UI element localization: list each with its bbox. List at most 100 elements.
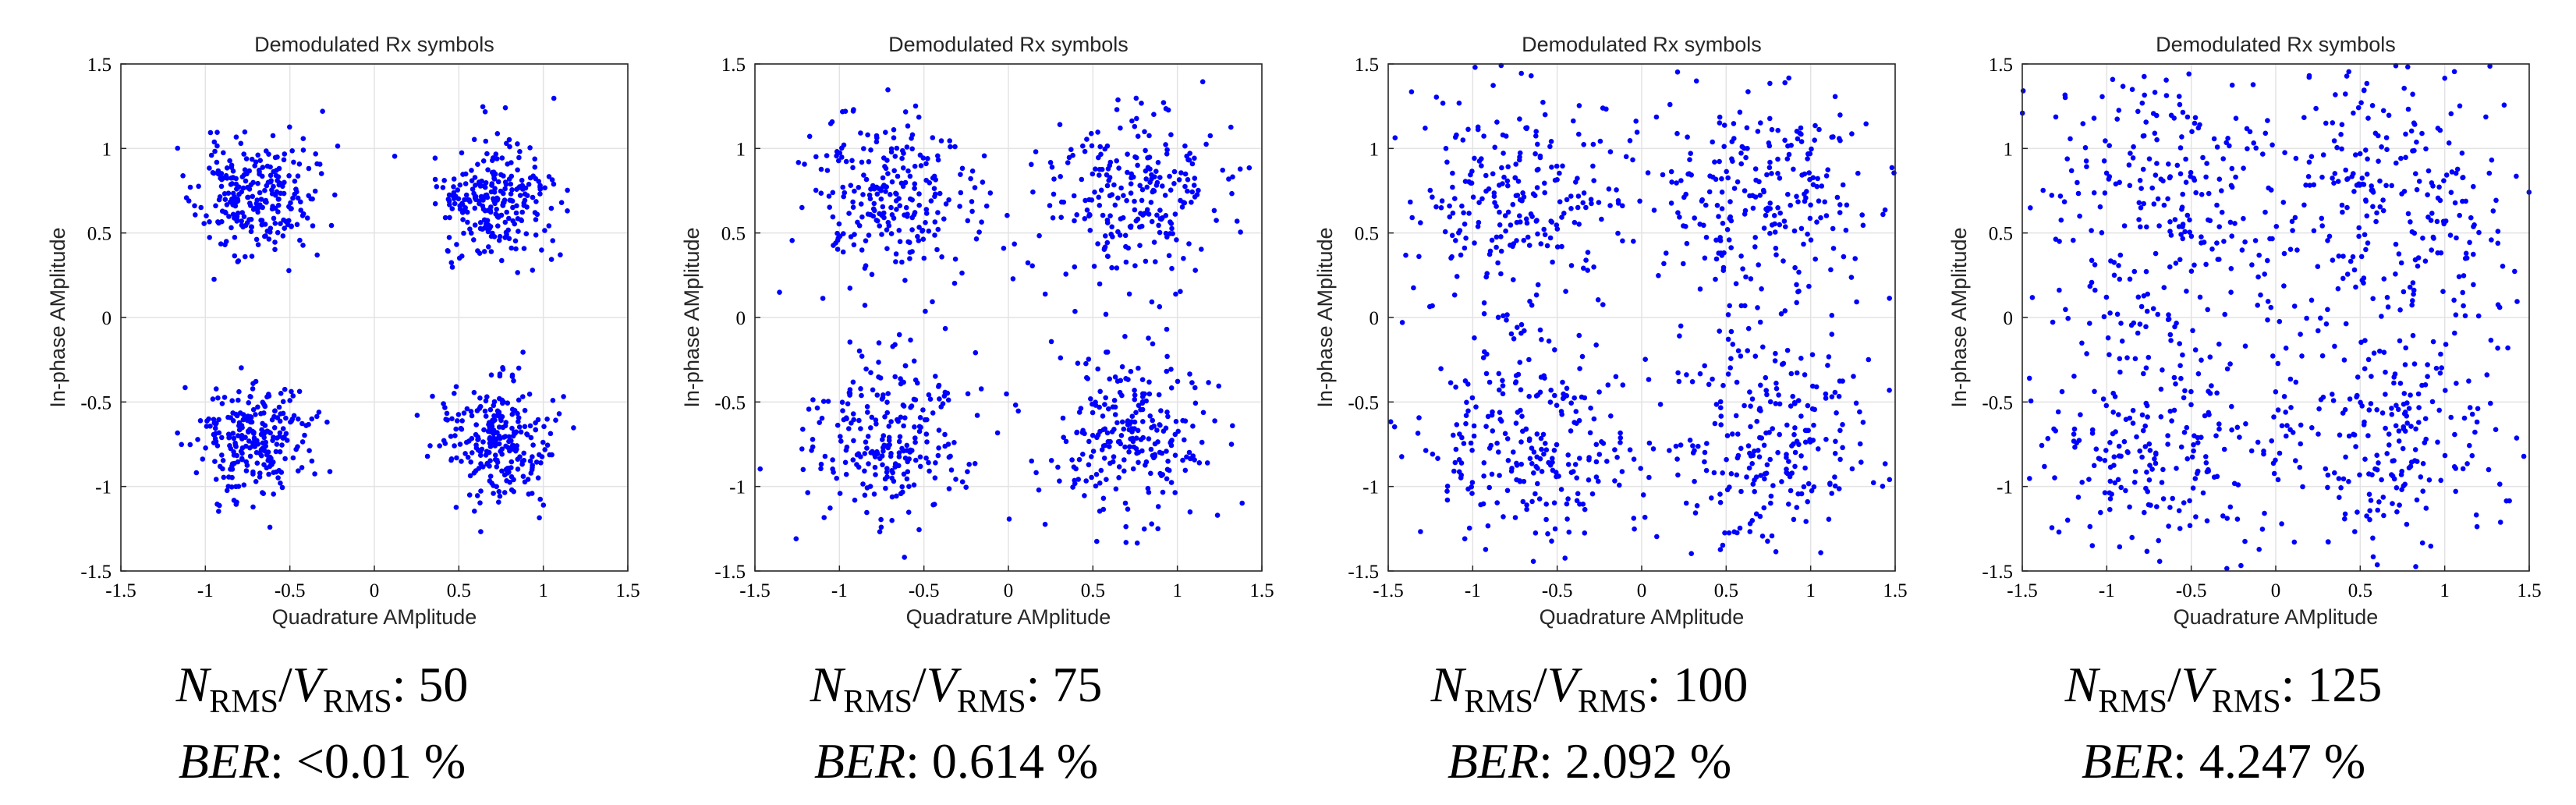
data-point [1531,470,1536,476]
data-point [308,196,314,202]
data-point [1051,191,1057,197]
data-point [1116,475,1121,481]
data-point [2192,476,2199,481]
data-point [515,456,521,462]
data-point [442,215,448,221]
data-point [878,196,884,202]
data-point [1549,219,1555,225]
data-point [1030,189,1036,195]
data-point [271,491,277,497]
data-point [519,177,525,183]
data-point [2402,428,2408,434]
data-point [957,204,962,209]
data-point [2374,562,2380,568]
data-point [1529,461,1535,466]
data-point [476,466,482,471]
data-point [2422,416,2429,421]
data-point [292,191,298,197]
data-point [1581,142,1586,147]
data-point [2434,218,2440,225]
data-point [1237,166,1243,172]
data-point [1810,182,1816,187]
data-point [2193,514,2199,520]
data-point [1192,176,1198,181]
data-point [1837,112,1843,118]
data-point [2145,291,2150,297]
data-point [827,505,833,511]
data-point [491,402,497,409]
data-point [2141,200,2146,207]
data-point [275,174,282,179]
data-point [232,203,239,209]
data-point [2438,351,2443,357]
data-point [2351,432,2358,438]
data-point [2118,484,2124,491]
data-point [235,196,240,202]
data-point [2262,510,2267,516]
data-point [1418,220,1423,225]
data-point [1763,212,1769,218]
data-point [934,246,940,253]
data-point [1157,229,1163,236]
data-point [2457,103,2463,109]
data-point [1497,473,1502,478]
data-point [1863,121,1869,127]
data-point [2206,466,2211,473]
data-point [891,215,897,222]
data-point [1123,540,1129,545]
data-point [1494,440,1500,446]
ber-value: : <0.01 % [270,733,466,789]
data-point [2121,223,2128,229]
y-tick-label: 0 [1369,308,1380,329]
data-point [1580,200,1586,206]
data-point [1880,484,1886,489]
x-tick-label: 0.5 [447,580,471,601]
data-point [518,429,524,435]
data-point [2359,176,2365,181]
data-point [2193,190,2199,196]
data-point [2116,412,2121,417]
data-point [800,427,806,432]
data-point [2438,477,2443,484]
data-point [2323,466,2329,472]
data-point [530,463,535,468]
data-point [469,413,475,419]
data-point [248,229,254,235]
data-point [1559,243,1564,250]
data-point [2139,412,2145,418]
data-point [2130,420,2136,426]
data-point [849,158,855,164]
data-point [839,154,845,160]
data-point [2474,523,2480,530]
data-point [2311,228,2317,234]
data-point [1537,153,1543,159]
data-point [1172,490,1178,495]
data-point [521,246,527,251]
data-point [1057,478,1062,484]
data-point [2138,303,2145,310]
data-point [850,411,856,417]
data-point [1547,399,1554,405]
data-point [881,155,887,161]
data-point [1157,207,1163,213]
data-point [1745,325,1752,332]
data-point [514,203,519,209]
data-point [207,235,213,240]
data-point [2241,215,2246,222]
data-point [1148,446,1154,452]
data-point [1486,445,1493,451]
data-point [1767,80,1773,87]
data-point [534,211,540,218]
data-point [1229,190,1235,197]
data-point [1819,183,1825,189]
data-point [1614,187,1619,193]
data-point [1613,374,1619,380]
data-point [464,439,469,445]
data-point [2158,414,2164,420]
ratio-n: N [1430,657,1465,712]
data-point [1172,431,1178,438]
data-point [1497,183,1502,188]
data-point [864,509,870,516]
data-point [2343,321,2349,327]
data-point [1645,170,1651,176]
